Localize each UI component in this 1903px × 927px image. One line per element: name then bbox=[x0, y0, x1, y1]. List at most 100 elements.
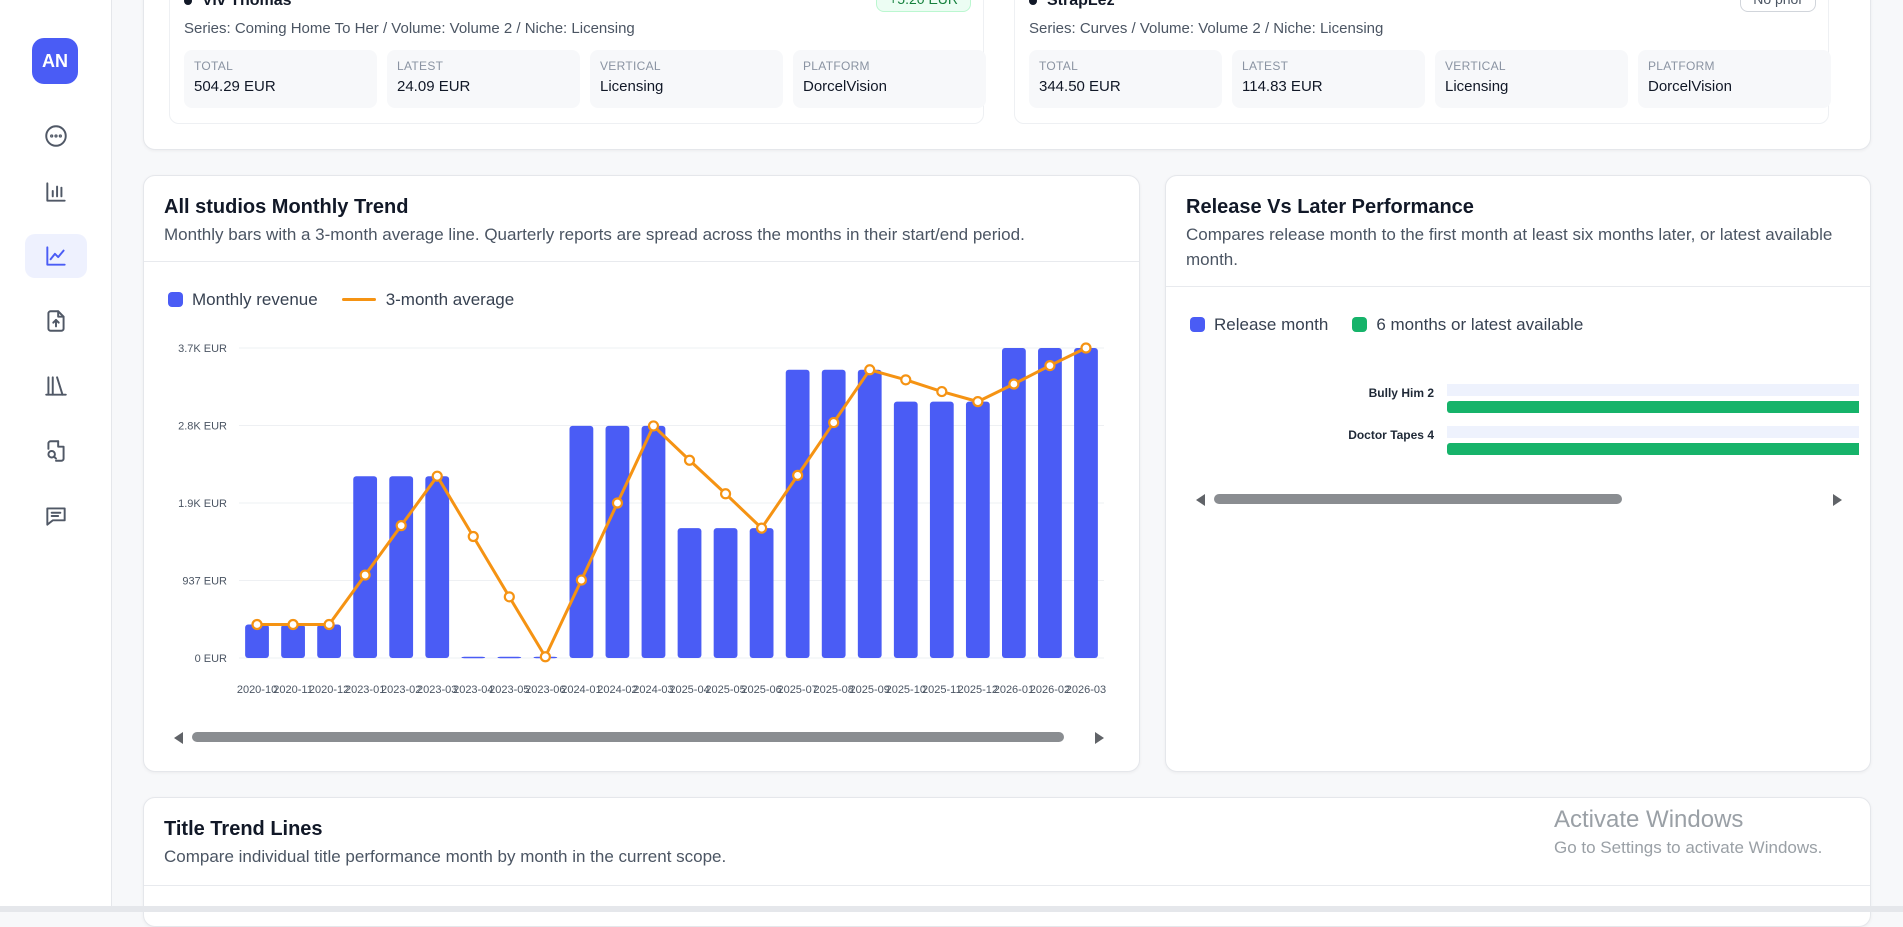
average-point-2023-01 bbox=[359, 569, 371, 581]
stat-platform: PLATFORM DorcelVision bbox=[793, 50, 986, 108]
bar-2026-03 bbox=[1074, 348, 1098, 658]
legend-item-average[interactable]: 3-month average bbox=[341, 290, 514, 310]
average-point-2024-03 bbox=[647, 420, 660, 432]
bar-2023-02 bbox=[389, 476, 414, 658]
bullet-icon bbox=[184, 0, 192, 5]
bar-2025-08 bbox=[821, 369, 846, 658]
bar-2023-03 bbox=[425, 476, 450, 658]
scroll-right-icon[interactable] bbox=[1833, 494, 1842, 506]
legend-item-monthly[interactable]: Monthly revenue bbox=[168, 290, 318, 310]
legend-item-release[interactable]: Release month bbox=[1190, 315, 1328, 335]
y-tick-label: 2.8K EUR bbox=[178, 421, 227, 433]
chart-legend: Release month 6 months or latest availab… bbox=[1190, 315, 1583, 335]
legend-item-later[interactable]: 6 months or latest available bbox=[1352, 315, 1583, 335]
stat-latest: LATEST 114.83 EUR bbox=[1232, 50, 1425, 108]
chart-scrollbar[interactable] bbox=[174, 729, 1104, 745]
nav-messages[interactable] bbox=[25, 494, 87, 538]
scroll-left-icon[interactable] bbox=[174, 732, 183, 744]
stat-vertical: VERTICAL Licensing bbox=[1435, 50, 1628, 108]
bar-2025-12 bbox=[965, 401, 990, 658]
card-title: Release Vs Later Performance bbox=[1186, 196, 1474, 218]
x-tick-label: 2026-02 bbox=[1030, 684, 1070, 696]
bar-2026-02 bbox=[1038, 348, 1062, 658]
average-point-2026-03 bbox=[1080, 342, 1092, 354]
stat-total: TOTAL 344.50 EUR bbox=[1029, 50, 1222, 108]
y-tick-label: 1.9K EUR bbox=[178, 498, 227, 510]
bar-2026-01 bbox=[1002, 348, 1026, 658]
delta-badge: +5.20 EUR bbox=[876, 0, 971, 12]
studio-card[interactable]: StrapLez Series: Curves / Volume: Volume… bbox=[1014, 0, 1831, 124]
bar-2024-01 bbox=[569, 425, 594, 658]
nav-library[interactable] bbox=[25, 364, 87, 408]
x-tick-label: 2020-12 bbox=[309, 684, 349, 696]
average-point-2025-07 bbox=[792, 469, 804, 481]
avatar[interactable]: AN bbox=[32, 38, 78, 84]
bar-2025-11 bbox=[929, 401, 954, 658]
scroll-thumb[interactable] bbox=[192, 732, 1064, 742]
studio-cards-panel: Viv Thomas Series: Coming Home To Her / … bbox=[143, 0, 1871, 150]
bar-2023-05 bbox=[497, 656, 522, 659]
bar-label: Doctor Tapes 4 bbox=[1348, 428, 1434, 442]
scroll-thumb[interactable] bbox=[1214, 494, 1622, 504]
nav-search-files[interactable] bbox=[25, 429, 87, 473]
x-tick-label: 2025-11 bbox=[922, 684, 962, 696]
studio-meta: Series: Curves / Volume: Volume 2 / Nich… bbox=[1029, 20, 1384, 37]
x-tick-label: 2023-02 bbox=[381, 684, 421, 696]
x-tick-label: 2025-12 bbox=[958, 684, 998, 696]
bar-2020-11 bbox=[281, 624, 305, 658]
bullet-icon bbox=[1029, 0, 1037, 5]
scroll-right-icon[interactable] bbox=[1095, 732, 1104, 744]
bar-2025-04 bbox=[677, 528, 702, 658]
monthly-trend-card: All studios Monthly Trend Monthly bars w… bbox=[143, 175, 1140, 772]
bar-2023-04 bbox=[461, 656, 486, 659]
x-tick-label: 2025-06 bbox=[741, 684, 781, 696]
more-circle-icon bbox=[45, 125, 67, 147]
nav-upload[interactable] bbox=[25, 299, 87, 343]
stats-row: TOTAL 504.29 EUR LATEST 24.09 EUR VERTICAL… bbox=[184, 50, 986, 108]
average-point-2023-03 bbox=[431, 470, 443, 482]
nav-charts[interactable] bbox=[25, 170, 87, 214]
bar-track bbox=[1447, 426, 1859, 438]
studio-meta: Series: Coming Home To Her / Volume: Vol… bbox=[184, 20, 635, 37]
bar-later[interactable] bbox=[1447, 401, 1859, 413]
x-tick-label: 2025-09 bbox=[850, 684, 890, 696]
bar-2023-01 bbox=[353, 476, 378, 658]
nav-trends[interactable] bbox=[25, 234, 87, 278]
library-icon bbox=[45, 376, 67, 396]
studio-name: StrapLez bbox=[1029, 0, 1115, 10]
bar-2024-02 bbox=[605, 425, 630, 658]
sidebar: AN bbox=[0, 0, 112, 912]
x-tick-label: 2020-11 bbox=[273, 684, 313, 696]
x-tick-label: 2026-01 bbox=[994, 684, 1034, 696]
x-tick-label: 2023-01 bbox=[345, 684, 385, 696]
line-chart-icon bbox=[46, 246, 66, 266]
stat-total: TOTAL 504.29 EUR bbox=[184, 50, 377, 108]
bar-2024-03 bbox=[641, 425, 666, 658]
file-search-icon bbox=[47, 440, 65, 462]
chart-legend: Monthly revenue 3-month average bbox=[168, 290, 514, 310]
bar-later[interactable] bbox=[1447, 443, 1859, 455]
chart-scrollbar[interactable] bbox=[1196, 491, 1842, 507]
average-point-2025-04 bbox=[683, 454, 696, 466]
stat-latest: LATEST 24.09 EUR bbox=[387, 50, 580, 108]
nav-overview[interactable] bbox=[25, 114, 87, 158]
card-subtitle: Compare individual title performance mon… bbox=[164, 847, 727, 866]
stat-platform: PLATFORM DorcelVision bbox=[1638, 50, 1831, 108]
bar-label: Bully Him 2 bbox=[1368, 386, 1434, 400]
x-tick-label: 2025-08 bbox=[814, 684, 854, 696]
average-point-2025-12 bbox=[972, 396, 984, 408]
studio-name: Viv Thomas bbox=[184, 0, 292, 10]
x-tick-label: 2023-04 bbox=[453, 684, 493, 696]
x-tick-label: 2024-03 bbox=[633, 684, 673, 696]
x-tick-label: 2024-02 bbox=[597, 684, 637, 696]
x-tick-label: 2023-03 bbox=[417, 684, 457, 696]
delta-badge: No prior bbox=[1740, 0, 1816, 12]
studio-card[interactable]: Viv Thomas Series: Coming Home To Her / … bbox=[169, 0, 986, 124]
bar-chart-icon bbox=[46, 182, 66, 202]
x-tick-label: 2020-10 bbox=[237, 684, 277, 696]
window-bottom-edge bbox=[0, 906, 1903, 912]
average-point-2025-08 bbox=[828, 416, 840, 429]
average-line bbox=[257, 346, 1087, 659]
stat-vertical: VERTICAL Licensing bbox=[590, 50, 783, 108]
scroll-left-icon[interactable] bbox=[1196, 494, 1205, 506]
